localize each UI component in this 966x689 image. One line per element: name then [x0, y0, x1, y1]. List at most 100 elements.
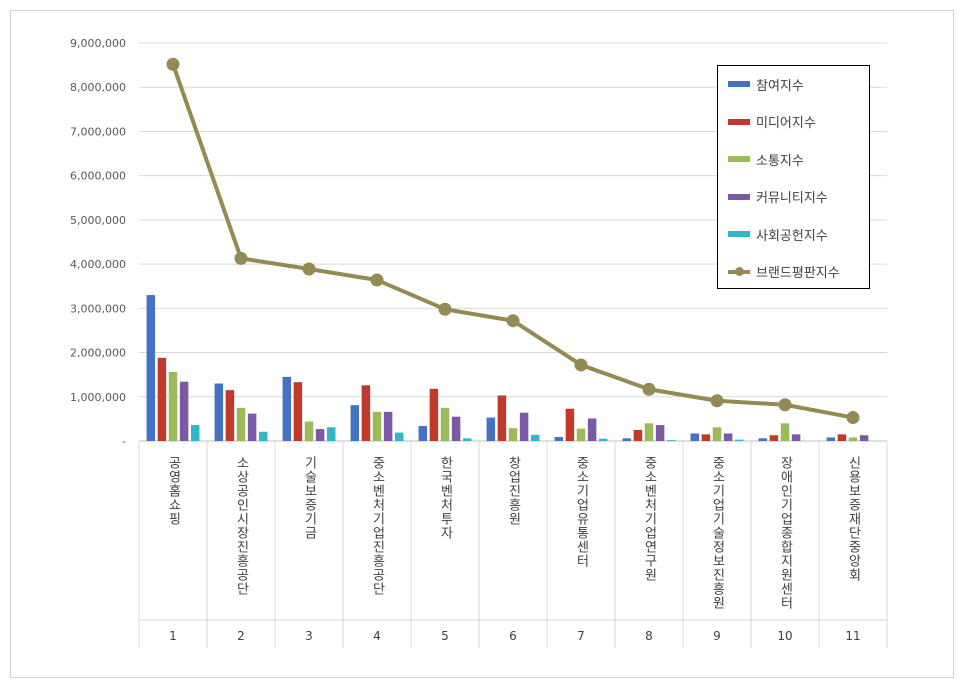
- bar-사회공헌지수-5: [462, 438, 472, 441]
- bar-사회공헌지수-6: [530, 434, 540, 441]
- rank-label: 9: [713, 629, 721, 643]
- bar-사회공헌지수-2: [258, 431, 268, 441]
- bar-참여지수-7: [554, 437, 564, 441]
- bar-참여지수-4: [350, 405, 360, 441]
- bar-커뮤니티지수-10: [791, 434, 801, 441]
- bar-참여지수-5: [418, 425, 428, 441]
- category-label: 중소기업유통센터: [574, 456, 589, 568]
- legend-item: 참여지수: [728, 74, 804, 94]
- brand-index-point-5: [438, 302, 452, 316]
- rank-label: 10: [777, 629, 792, 643]
- bar-소통지수-2: [236, 407, 246, 441]
- y-axis: - 1,000,000 2,000,000 3,000,000 4,000,000 5,0…: [70, 37, 126, 448]
- bar-커뮤니티지수-7: [587, 418, 597, 441]
- brand-index-point-10: [778, 398, 792, 412]
- bar-참여지수-9: [690, 433, 700, 441]
- rank-label: 3: [305, 629, 313, 643]
- category-label: 중소벤처기업연구원: [642, 456, 657, 582]
- bar-사회공헌지수-3: [326, 427, 336, 441]
- legend-item: 브랜드평판지수: [728, 262, 840, 282]
- category-label: 한국벤처투자: [438, 456, 453, 540]
- bar-참여지수-2: [214, 383, 224, 441]
- legend-item: 소통지수: [728, 149, 804, 169]
- rank-label: 5: [441, 629, 449, 643]
- brand-index-point-1: [166, 57, 180, 71]
- bar-사회공헌지수-1: [190, 425, 200, 441]
- rank-label: 8: [645, 629, 653, 643]
- category-label: 중소벤처기업진흥공단: [370, 456, 385, 596]
- brand-index-point-8: [642, 382, 656, 396]
- bar-커뮤니티지수-9: [723, 433, 733, 441]
- legend-label: 소통지수: [756, 153, 804, 169]
- bar-미디어지수-6: [497, 395, 507, 441]
- bar-커뮤니티지수-1: [179, 381, 189, 441]
- chart-frame: [10, 10, 954, 678]
- legend-swatch: [728, 193, 750, 200]
- brand-index-point-7: [574, 358, 588, 372]
- bar-소통지수-10: [780, 423, 790, 441]
- rank-label: 7: [577, 629, 585, 643]
- brand-index-point-4: [370, 273, 384, 287]
- bar-소통지수-4: [372, 411, 382, 441]
- category-label: 공영홈쇼핑: [166, 456, 181, 526]
- rank-label: 4: [373, 629, 381, 643]
- category-label: 신용보증재단중앙회: [846, 456, 861, 582]
- legend-item: 미디어지수: [728, 112, 816, 132]
- x-axis: 공영홈쇼핑 1 소상공인시장진흥공단 2 기술보증기금 3 중소벤처기업진흥공단 4 한국벤처투…: [138, 441, 888, 648]
- legend-label: 커뮤니티지수: [756, 191, 828, 206]
- bar-소통지수-11: [848, 437, 858, 441]
- brand-index-line: [166, 57, 860, 425]
- brand-index-point-9: [710, 394, 724, 408]
- brand-index-point-11: [846, 411, 860, 425]
- legend-swatch: [728, 156, 750, 162]
- legend-swatch: [728, 118, 750, 125]
- bar-참여지수-10: [758, 438, 768, 441]
- bar-미디어지수-11: [837, 434, 847, 441]
- rank-label: 11: [845, 629, 860, 643]
- category-label: 장애인기업종합지원센터: [778, 456, 793, 610]
- legend-item: 사회공헌지수: [728, 224, 828, 244]
- category-label: 창업진흥원: [506, 456, 521, 526]
- bar-커뮤니티지수-6: [519, 412, 529, 441]
- y-tick-label: 8,000,000: [70, 81, 126, 94]
- bar-참여지수-3: [282, 376, 292, 441]
- bar-참여지수-6: [486, 417, 496, 441]
- bar-미디어지수-8: [633, 429, 643, 441]
- category-label: 기술보증기금: [302, 456, 317, 540]
- bar-커뮤니티지수-5: [451, 416, 461, 441]
- bar-미디어지수-2: [225, 390, 235, 441]
- legend-item: 커뮤니티지수: [728, 187, 828, 207]
- bar-참여지수-11: [826, 437, 836, 441]
- y-tick-label: 1,000,000: [70, 391, 126, 404]
- y-tick-label: 9,000,000: [70, 37, 126, 50]
- bar-미디어지수-1: [157, 357, 167, 441]
- bar-커뮤니티지수-3: [315, 429, 325, 441]
- rank-label: 1: [169, 629, 177, 643]
- bar-참여지수-1: [146, 295, 156, 441]
- legend-label: 사회공헌지수: [756, 228, 828, 244]
- bar-미디어지수-10: [769, 435, 779, 441]
- bar-소통지수-8: [644, 423, 654, 441]
- bar-미디어지수-9: [701, 434, 711, 441]
- bar-소통지수-1: [168, 372, 178, 441]
- y-tick-label: 3,000,000: [70, 302, 126, 315]
- brand-index-point-6: [506, 314, 520, 328]
- y-tick-label: 4,000,000: [70, 258, 126, 271]
- rank-label: 6: [509, 629, 517, 643]
- bar-소통지수-3: [304, 421, 314, 441]
- legend-label: 미디어지수: [756, 116, 816, 131]
- y-tick-label: 7,000,000: [70, 125, 126, 138]
- legend-marker: [735, 266, 744, 276]
- y-tick-label: -: [122, 435, 126, 448]
- brand-index-point-3: [302, 262, 316, 276]
- bar-미디어지수-7: [565, 408, 575, 441]
- bar-사회공헌지수-4: [394, 432, 404, 441]
- legend-label: 브랜드평판지수: [756, 266, 840, 281]
- bar-커뮤니티지수-11: [859, 435, 869, 441]
- category-label: 소상공인시장진흥공단: [234, 456, 249, 596]
- bar-미디어지수-5: [429, 388, 439, 441]
- bar-참여지수-8: [622, 438, 632, 441]
- legend-swatch: [728, 231, 750, 237]
- bar-사회공헌지수-7: [598, 438, 608, 441]
